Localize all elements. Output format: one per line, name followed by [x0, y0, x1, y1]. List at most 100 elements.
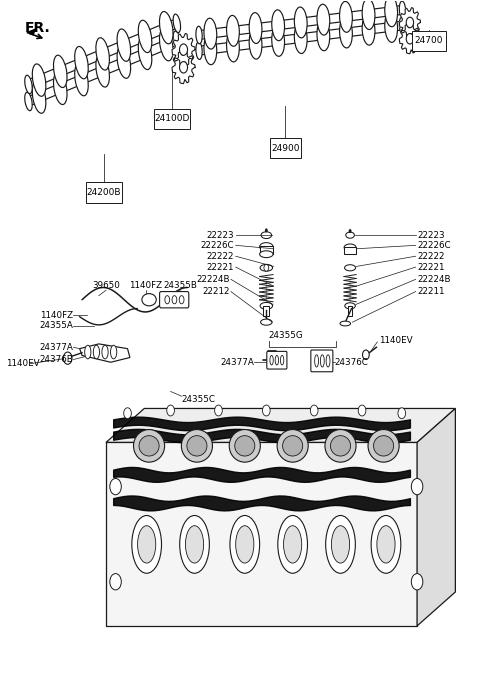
Ellipse shape: [325, 516, 355, 573]
Text: 22211: 22211: [417, 287, 444, 296]
Text: 1140FZ: 1140FZ: [129, 281, 162, 290]
Text: 24377A: 24377A: [39, 343, 73, 352]
Circle shape: [311, 405, 318, 416]
Ellipse shape: [270, 355, 273, 365]
Ellipse shape: [32, 81, 46, 113]
Text: 24100D: 24100D: [155, 114, 190, 123]
Bar: [412, 31, 446, 51]
Polygon shape: [106, 443, 417, 626]
Ellipse shape: [53, 72, 67, 105]
Text: 24200B: 24200B: [86, 188, 121, 197]
FancyBboxPatch shape: [311, 350, 333, 372]
Circle shape: [348, 229, 351, 233]
Ellipse shape: [196, 42, 202, 59]
Text: 22221: 22221: [207, 263, 234, 272]
Ellipse shape: [229, 430, 260, 462]
Ellipse shape: [25, 92, 32, 111]
Text: 1140FZ: 1140FZ: [40, 311, 73, 320]
Circle shape: [265, 228, 268, 232]
Ellipse shape: [172, 296, 177, 304]
Ellipse shape: [53, 55, 67, 88]
Text: 1140EV: 1140EV: [6, 359, 40, 368]
Polygon shape: [172, 51, 195, 84]
FancyBboxPatch shape: [159, 291, 189, 308]
Bar: [270, 138, 301, 159]
Ellipse shape: [165, 296, 169, 304]
Ellipse shape: [138, 526, 156, 563]
Ellipse shape: [260, 242, 273, 251]
Text: 24376B: 24376B: [40, 355, 73, 364]
Ellipse shape: [159, 12, 173, 44]
Circle shape: [358, 405, 366, 416]
Text: 24376C: 24376C: [335, 358, 369, 367]
Circle shape: [124, 408, 132, 419]
Polygon shape: [417, 409, 456, 626]
Polygon shape: [399, 24, 420, 54]
Ellipse shape: [371, 516, 401, 573]
Ellipse shape: [139, 436, 159, 456]
Ellipse shape: [325, 430, 356, 462]
Ellipse shape: [399, 1, 406, 18]
Circle shape: [411, 479, 423, 495]
Circle shape: [406, 33, 414, 44]
Ellipse shape: [93, 345, 99, 359]
Bar: [154, 109, 190, 129]
Ellipse shape: [173, 31, 180, 50]
Ellipse shape: [326, 355, 330, 367]
Ellipse shape: [399, 17, 406, 34]
Text: 22226C: 22226C: [417, 241, 451, 250]
Ellipse shape: [110, 345, 117, 359]
Ellipse shape: [75, 46, 88, 79]
Text: 22212: 22212: [202, 287, 229, 296]
Circle shape: [63, 352, 72, 364]
Ellipse shape: [315, 355, 319, 367]
Ellipse shape: [277, 430, 308, 462]
Text: 24355C: 24355C: [181, 395, 216, 404]
Ellipse shape: [133, 430, 165, 462]
FancyBboxPatch shape: [267, 351, 287, 369]
Ellipse shape: [159, 29, 173, 61]
Circle shape: [215, 405, 222, 416]
Bar: [85, 182, 121, 202]
Ellipse shape: [275, 355, 278, 365]
Ellipse shape: [362, 0, 375, 29]
Text: 24900: 24900: [271, 144, 300, 153]
Ellipse shape: [236, 526, 254, 563]
Text: 39650: 39650: [92, 281, 120, 290]
Ellipse shape: [345, 303, 355, 309]
Ellipse shape: [84, 345, 91, 359]
Ellipse shape: [179, 296, 184, 304]
Ellipse shape: [346, 232, 354, 238]
Ellipse shape: [185, 526, 204, 563]
Polygon shape: [80, 344, 130, 362]
Polygon shape: [399, 7, 420, 37]
Text: 22224B: 22224B: [196, 275, 229, 284]
Ellipse shape: [330, 436, 350, 456]
Ellipse shape: [278, 516, 308, 573]
Text: 1140EV: 1140EV: [379, 336, 412, 345]
Ellipse shape: [261, 232, 272, 238]
Circle shape: [411, 573, 423, 590]
Ellipse shape: [142, 294, 156, 306]
Text: FR.: FR.: [24, 21, 50, 35]
Ellipse shape: [294, 7, 307, 38]
Ellipse shape: [249, 28, 262, 59]
Text: 22226C: 22226C: [201, 241, 234, 250]
Ellipse shape: [204, 34, 217, 65]
Ellipse shape: [260, 302, 273, 309]
Circle shape: [264, 264, 269, 271]
Polygon shape: [27, 29, 35, 35]
FancyArrowPatch shape: [30, 33, 42, 39]
Circle shape: [110, 573, 121, 590]
Bar: [260, 246, 273, 254]
Ellipse shape: [283, 436, 303, 456]
Ellipse shape: [272, 25, 285, 57]
Ellipse shape: [180, 516, 209, 573]
Polygon shape: [172, 33, 195, 66]
Ellipse shape: [75, 63, 88, 96]
Ellipse shape: [196, 27, 202, 44]
Text: 24355A: 24355A: [39, 321, 73, 330]
Ellipse shape: [317, 4, 330, 35]
Ellipse shape: [117, 29, 131, 61]
Bar: [344, 247, 356, 254]
